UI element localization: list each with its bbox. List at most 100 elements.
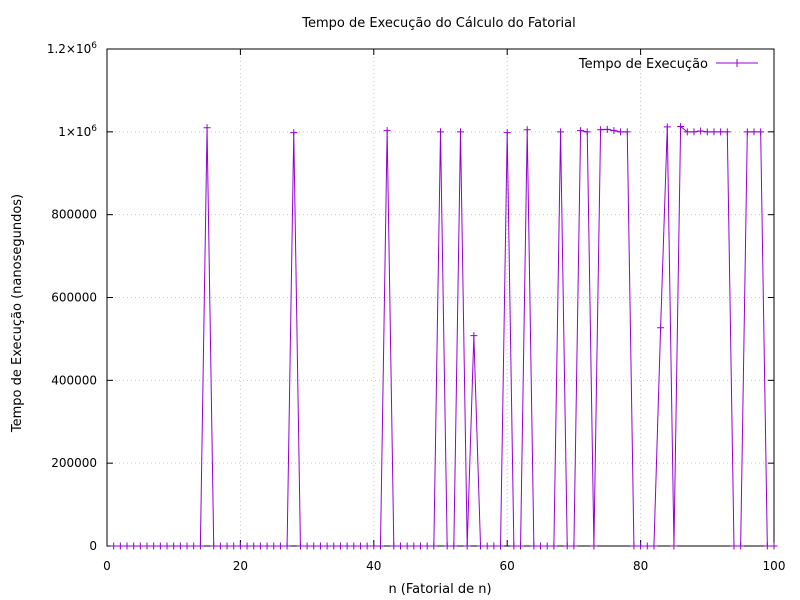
data-point	[270, 542, 278, 550]
y-axis-title: Tempo de Execução (nanosegundos)	[10, 194, 25, 433]
data-point	[276, 542, 284, 550]
data-point	[316, 542, 324, 550]
data-point	[763, 542, 771, 550]
y-tick-label: 400000	[51, 373, 97, 387]
data-point	[483, 542, 491, 550]
data-point	[230, 542, 238, 550]
data-point	[263, 542, 271, 550]
x-tick-label: 40	[366, 559, 381, 573]
data-point	[383, 127, 391, 135]
data-point	[336, 542, 344, 550]
y-tick-label: 600000	[51, 291, 97, 305]
y-tick-label: 0	[89, 539, 97, 553]
data-point	[143, 542, 151, 550]
data-point	[170, 542, 178, 550]
data-point	[370, 542, 378, 550]
data-point	[470, 332, 478, 340]
x-tick-label: 0	[103, 559, 111, 573]
y-tick-label: 200000	[51, 456, 97, 470]
data-point	[583, 128, 591, 136]
legend-label: Tempo de Execução	[578, 57, 708, 72]
data-point	[523, 126, 531, 134]
data-point	[590, 542, 598, 550]
data-point	[223, 542, 231, 550]
data-point	[410, 542, 418, 550]
data-point	[363, 542, 371, 550]
data-point	[116, 542, 124, 550]
data-point	[490, 542, 498, 550]
data-point	[443, 542, 451, 550]
data-point	[190, 542, 198, 550]
data-point	[376, 542, 384, 550]
data-point	[210, 542, 218, 550]
data-point	[743, 128, 751, 136]
y-tick-label: 1×106	[58, 124, 97, 139]
data-point	[463, 542, 471, 550]
series-layer	[110, 122, 778, 550]
series-line	[113, 125, 774, 547]
data-point	[123, 542, 131, 550]
data-point	[203, 124, 211, 132]
data-point	[310, 542, 318, 550]
data-point	[150, 542, 158, 550]
data-point	[243, 542, 251, 550]
data-point	[697, 127, 705, 135]
data-point	[477, 542, 485, 550]
data-point	[537, 542, 545, 550]
data-point	[497, 542, 505, 550]
y-tick-label: 800000	[51, 208, 97, 222]
data-point	[577, 127, 585, 135]
data-point	[563, 542, 571, 550]
x-tick-label: 60	[500, 559, 515, 573]
data-point	[683, 128, 691, 136]
data-point	[423, 542, 431, 550]
data-point	[196, 542, 204, 550]
data-point	[403, 542, 411, 550]
data-point	[710, 128, 718, 136]
data-point	[637, 542, 645, 550]
data-point	[216, 542, 224, 550]
data-point	[323, 542, 331, 550]
data-point	[503, 129, 511, 137]
data-point	[690, 128, 698, 136]
data-point	[557, 128, 565, 136]
data-point	[450, 542, 458, 550]
data-point	[510, 542, 518, 550]
data-point	[643, 542, 651, 550]
data-point	[610, 127, 618, 135]
data-point	[757, 128, 765, 136]
x-tick-label: 100	[763, 559, 786, 573]
data-point	[290, 129, 298, 137]
data-point	[657, 324, 665, 332]
data-point	[303, 542, 311, 550]
data-point	[176, 542, 184, 550]
data-point	[183, 542, 191, 550]
data-point	[570, 542, 578, 550]
data-point	[737, 542, 745, 550]
data-point	[723, 128, 731, 136]
data-point	[597, 126, 605, 134]
data-point	[543, 542, 551, 550]
chart-title: Tempo de Execução do Cálculo do Fatorial	[301, 16, 575, 31]
data-point	[296, 542, 304, 550]
data-point	[750, 128, 758, 136]
data-point	[630, 542, 638, 550]
data-point	[390, 542, 398, 550]
legend-marker-sample	[733, 59, 741, 67]
data-point	[236, 542, 244, 550]
x-axis-title: n (Fatorial de n)	[388, 582, 491, 597]
data-point	[650, 542, 658, 550]
data-point	[430, 542, 438, 550]
data-point	[156, 542, 164, 550]
data-point	[350, 542, 358, 550]
data-point	[530, 542, 538, 550]
data-point	[517, 542, 525, 550]
y-tick-label: 1.2×106	[47, 41, 97, 56]
data-point	[330, 542, 338, 550]
data-point	[457, 128, 465, 136]
data-point	[416, 542, 424, 550]
data-point	[343, 542, 351, 550]
data-point	[617, 128, 625, 136]
data-point	[550, 542, 558, 550]
data-point	[256, 542, 264, 550]
